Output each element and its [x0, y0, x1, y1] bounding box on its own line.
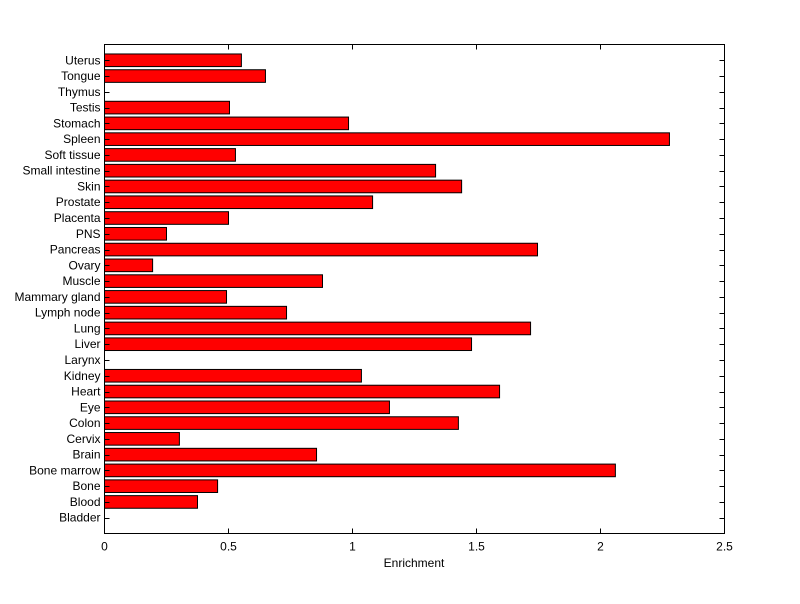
bar	[104, 495, 198, 509]
y-tick-label: Thymus	[58, 85, 101, 99]
y-tick-label: Pancreas	[50, 243, 101, 257]
plot-frame	[104, 44, 725, 534]
y-tick-label: Larynx	[64, 353, 100, 367]
bar	[104, 211, 229, 225]
bar	[104, 416, 459, 430]
y-tick-label: Blood	[70, 495, 101, 509]
bar	[104, 132, 670, 146]
bar	[104, 53, 242, 68]
y-tick-label: Testis	[70, 101, 101, 115]
bar	[104, 100, 230, 115]
bar	[104, 69, 266, 83]
bar	[104, 290, 228, 304]
y-tick-label: Lymph node	[35, 306, 101, 320]
y-tick-label: Muscle	[62, 274, 100, 288]
y-tick-label: PNS	[76, 227, 101, 241]
bar	[104, 148, 236, 162]
y-tick-label: Stomach	[53, 116, 100, 130]
y-tick-label: Placenta	[54, 211, 101, 225]
x-tick-label: 1.5	[468, 540, 485, 554]
y-tick-label: Kidney	[64, 369, 101, 383]
bar	[104, 447, 318, 462]
y-tick-label: Bladder	[59, 511, 100, 525]
bar	[104, 305, 288, 320]
bar	[104, 116, 350, 131]
y-tick-label: Small intestine	[22, 164, 100, 178]
bar	[104, 179, 463, 194]
y-tick-label: Bone marrow	[29, 463, 101, 477]
y-tick-label: Bone	[72, 479, 100, 493]
bar	[104, 226, 167, 241]
y-tick-label: Liver	[74, 337, 100, 351]
x-axis-label: Enrichment	[384, 556, 445, 570]
y-tick-label: Eye	[80, 400, 101, 414]
bar	[104, 400, 390, 415]
bar	[104, 242, 539, 257]
y-tick-label: Soft tissue	[44, 148, 100, 162]
y-tick-label: Mammary gland	[14, 290, 100, 304]
y-tick-label: Colon	[69, 416, 100, 430]
bar	[104, 337, 473, 352]
y-tick-label: Cervix	[66, 432, 100, 446]
y-tick-label: Prostate	[56, 195, 101, 209]
y-tick-label: Uterus	[65, 53, 100, 67]
y-tick-label: Ovary	[68, 258, 100, 272]
bar	[104, 321, 532, 336]
x-tick-label: 0	[101, 540, 108, 554]
x-tick-label: 2.5	[716, 540, 733, 554]
bar	[104, 463, 616, 478]
bar	[104, 368, 362, 383]
x-tick-label: 2	[597, 540, 604, 554]
bar	[104, 195, 374, 210]
bar	[104, 163, 437, 178]
y-tick-label: Brain	[72, 448, 100, 462]
x-tick-label: 1	[349, 540, 356, 554]
bar	[104, 384, 501, 399]
bar	[104, 258, 154, 273]
y-tick-label: Skin	[77, 179, 100, 193]
y-tick-label: Tongue	[61, 69, 101, 83]
bar	[104, 432, 180, 446]
x-tick-label: 0.5	[220, 540, 237, 554]
y-tick-label: Heart	[71, 385, 101, 399]
y-tick-label: Lung	[74, 321, 101, 335]
bar	[104, 274, 323, 288]
bar	[104, 479, 219, 493]
y-tick-label: Spleen	[63, 132, 100, 146]
